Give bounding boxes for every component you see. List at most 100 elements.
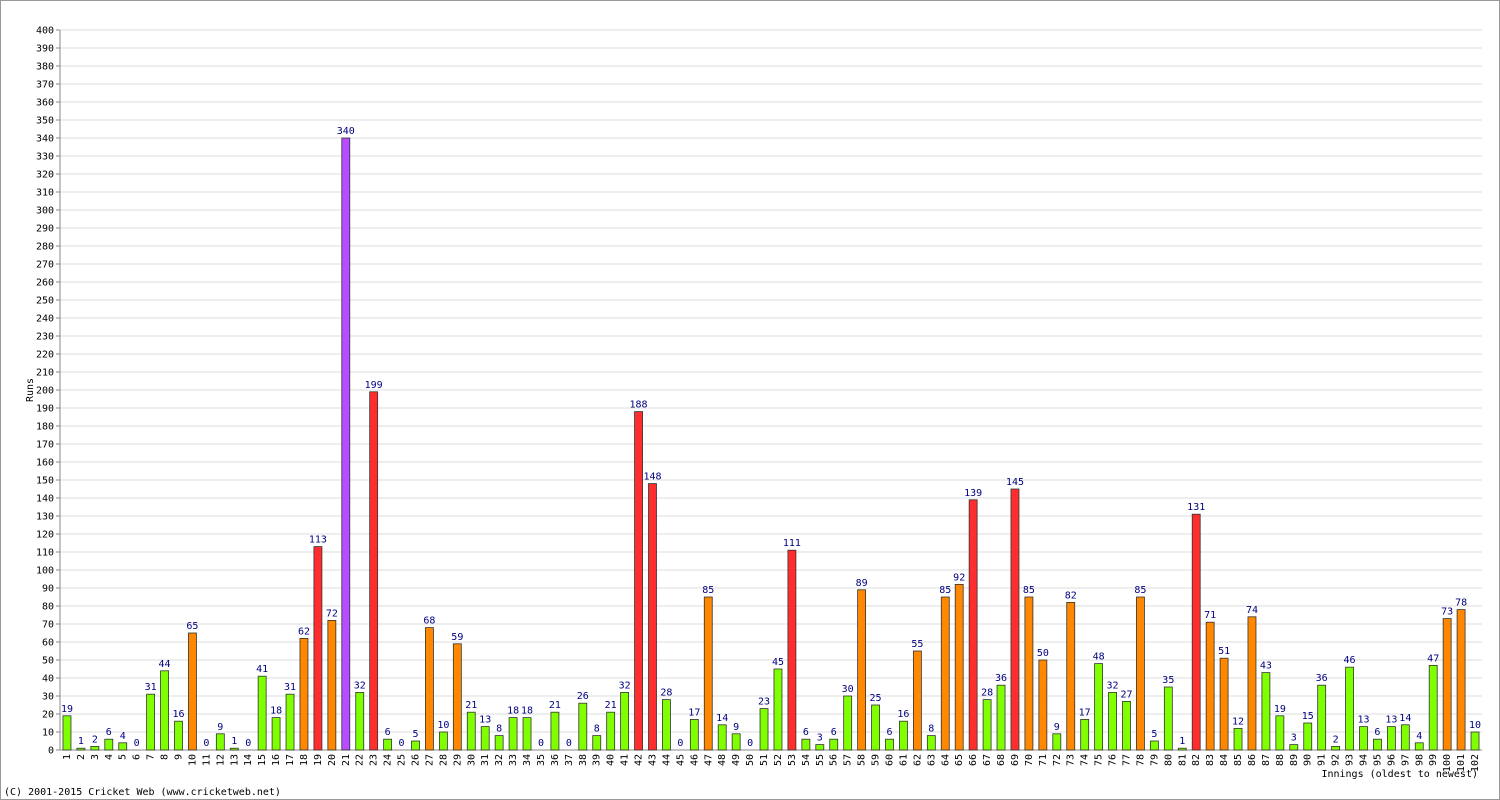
bar — [1066, 602, 1076, 751]
y-tick-label: 380 — [36, 62, 54, 73]
bar — [1373, 738, 1382, 751]
x-tick-label: 34 — [522, 754, 533, 766]
bar — [438, 731, 448, 751]
y-tick-label: 200 — [36, 386, 54, 397]
y-tick-label: 350 — [36, 116, 54, 127]
x-tick-label: 23 — [369, 754, 380, 766]
bar — [466, 711, 476, 751]
x-tick-label: 40 — [606, 754, 617, 766]
x-tick-label: 76 — [1108, 754, 1119, 766]
data-label: 340 — [337, 126, 355, 137]
x-tick-label: 25 — [397, 754, 408, 766]
data-label: 71 — [1204, 610, 1216, 621]
data-label: 9 — [1054, 722, 1060, 733]
x-axis-label: Innings (oldest to newest) — [1321, 769, 1478, 780]
y-tick-label: 100 — [36, 566, 54, 577]
bar — [759, 708, 769, 751]
bar — [815, 744, 825, 751]
x-tick-label: 49 — [731, 754, 742, 766]
x-tick-label: 18 — [299, 754, 310, 766]
data-label: 17 — [1079, 707, 1091, 718]
bar — [1149, 740, 1159, 751]
x-tick-label: 11 — [201, 754, 212, 766]
x-tick-label: 92 — [1331, 754, 1342, 766]
data-label: 31 — [284, 682, 296, 693]
data-label: 1 — [231, 736, 237, 747]
x-tick-label: 100 — [1442, 754, 1453, 772]
data-label: 0 — [245, 738, 251, 749]
x-tick-label: 80 — [1163, 754, 1174, 766]
x-tick-label: 98 — [1414, 754, 1425, 766]
x-tick-label: 66 — [968, 754, 979, 766]
y-tick-label: 300 — [36, 206, 54, 217]
bar — [1177, 747, 1187, 751]
bar — [1345, 666, 1354, 751]
x-tick-label: 50 — [745, 754, 756, 766]
data-label: 0 — [677, 738, 683, 749]
data-label: 21 — [605, 700, 617, 711]
data-label: 139 — [964, 488, 982, 499]
bar — [1428, 665, 1438, 751]
bar — [843, 695, 853, 751]
data-label: 0 — [566, 738, 572, 749]
bar — [912, 650, 922, 751]
x-tick-label: 24 — [383, 754, 394, 766]
data-label: 31 — [145, 682, 157, 693]
bar — [229, 747, 239, 751]
data-label: 6 — [1374, 727, 1380, 738]
x-tick-label: 91 — [1317, 754, 1328, 766]
bar — [801, 738, 811, 751]
y-tick-label: 390 — [36, 44, 54, 55]
x-tick-label: 102 — [1470, 754, 1481, 772]
bar — [425, 627, 434, 751]
x-tick-label: 53 — [787, 754, 798, 766]
bar — [926, 735, 936, 751]
data-label: 36 — [1316, 673, 1328, 684]
x-tick-label: 3 — [90, 754, 101, 760]
data-label: 1 — [78, 736, 84, 747]
bar — [1456, 609, 1466, 751]
x-tick-label: 87 — [1261, 754, 1272, 766]
data-label: 5 — [1151, 729, 1157, 740]
data-label: 13 — [1357, 715, 1369, 726]
data-label: 2 — [92, 734, 98, 745]
x-tick-label: 31 — [480, 754, 491, 766]
x-tick-label: 71 — [1038, 754, 1049, 766]
data-label: 148 — [643, 472, 661, 483]
data-label: 12 — [1232, 716, 1244, 727]
bar — [829, 738, 839, 751]
bar — [271, 717, 281, 751]
bar — [285, 693, 295, 751]
x-tick-label: 101 — [1456, 754, 1467, 772]
y-tick-label: 340 — [36, 134, 54, 145]
y-tick-label: 330 — [36, 152, 54, 163]
x-tick-label: 41 — [620, 754, 631, 766]
bar — [606, 711, 616, 751]
y-tick-label: 180 — [36, 422, 54, 433]
y-tick-label: 20 — [42, 710, 54, 721]
x-tick-label: 97 — [1400, 754, 1411, 766]
bar — [1205, 621, 1215, 751]
x-tick-label: 32 — [494, 754, 505, 766]
data-label: 15 — [1302, 711, 1314, 722]
data-label: 8 — [594, 724, 600, 735]
data-label: 14 — [1399, 713, 1411, 724]
bar — [257, 675, 267, 751]
data-label: 10 — [1469, 720, 1481, 731]
bar — [90, 746, 100, 751]
x-tick-label: 69 — [1010, 754, 1021, 766]
bar — [620, 692, 630, 751]
y-tick-label: 190 — [36, 404, 54, 415]
bar — [982, 699, 992, 751]
bar — [1122, 701, 1131, 751]
bar — [857, 589, 867, 751]
data-label: 21 — [549, 700, 561, 711]
y-tick-label: 10 — [42, 728, 54, 739]
data-label: 188 — [630, 400, 648, 411]
data-label: 82 — [1065, 590, 1077, 601]
x-tick-label: 21 — [341, 754, 352, 766]
y-tick-label: 130 — [36, 512, 54, 523]
bar — [1080, 719, 1090, 751]
x-tick-label: 10 — [187, 754, 198, 766]
data-label: 2 — [1333, 734, 1339, 745]
